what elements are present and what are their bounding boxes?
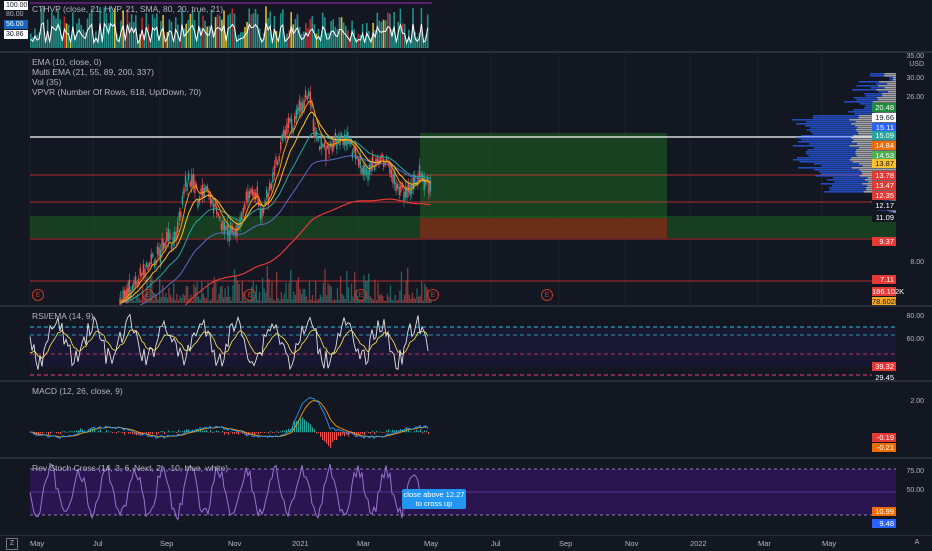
price-tag: 12.35 (872, 191, 896, 200)
stoch-d-tag: 9.48 (872, 519, 896, 528)
price-tag: 13.78 (872, 171, 896, 180)
time-label: Jul (491, 539, 501, 548)
earnings-marker[interactable]: E (32, 289, 44, 301)
earnings-marker[interactable]: E (142, 289, 154, 301)
legend-ema[interactable]: EMA (10, close, 0) (32, 57, 201, 67)
target-zone (420, 133, 667, 218)
time-axis[interactable]: May Jul Sep Nov 2021 Mar May Jul Sep Nov… (0, 535, 932, 551)
earnings-marker[interactable]: E (541, 289, 553, 301)
rsi-legend[interactable]: RSI/EMA (14, 9) (32, 311, 93, 321)
time-label: Sep (559, 539, 572, 548)
stoch-k-tag: 10.99 (872, 507, 896, 516)
macd-signal-tag: -0.21 (872, 443, 896, 452)
hvp-pane: CTHVP (close, 21, HVP, 21, SMA, 80, 20, … (0, 0, 932, 51)
stoch-tick-50: 50.00 (906, 487, 924, 494)
price-pane[interactable]: EMA (10, close, 0) Multi EMA (21, 55, 89… (0, 53, 932, 305)
price-tag: 186.102K (872, 287, 896, 296)
time-label: Sep (160, 539, 173, 548)
legend-vpvr[interactable]: VPVR (Number Of Rows, 618, Up/Down, 70) (32, 87, 201, 97)
price-tick-26: 26.00 (906, 94, 924, 101)
rsi-value-tag: 39.32 (872, 362, 896, 371)
zoom-icon[interactable]: Z (6, 538, 18, 550)
macd-tick-2: 2.00 (910, 398, 924, 405)
hvp-scale-30: 30.86 (4, 30, 28, 39)
price-tag: 20.48 (872, 103, 896, 112)
price-tag: 19.66 (872, 113, 896, 122)
price-legend: EMA (10, close, 0) Multi EMA (21, 55, 89… (32, 57, 201, 97)
auto-scale-icon[interactable]: A (912, 538, 922, 548)
time-label: 2022 (690, 539, 707, 548)
hvp-scale-80: 80.00 (4, 10, 28, 19)
hvp-scale-56: 56.00 (4, 20, 28, 29)
price-tick-35: 35.00 (906, 53, 924, 60)
earnings-marker[interactable]: E (355, 289, 367, 301)
price-currency: USD (909, 61, 924, 68)
rsi-tick-60: 60.00 (906, 336, 924, 343)
price-tag: 13.47 (872, 181, 896, 190)
time-label: Mar (357, 539, 370, 548)
earnings-marker[interactable]: E (427, 289, 439, 301)
time-label: Mar (758, 539, 771, 548)
macd-line-tag: -0.19 (872, 433, 896, 442)
macd-chart[interactable] (0, 382, 932, 457)
stoch-tick-75: 75.00 (906, 468, 924, 475)
price-tag: 7.11 (872, 275, 896, 284)
time-label: May (424, 539, 438, 548)
price-tag: 14.84 (872, 141, 896, 150)
macd-pane[interactable]: MACD (12, 26, close, 9) 2.00 -0.19 -0.21 (0, 382, 932, 457)
tooltip-line: close above 12.27 (402, 490, 466, 499)
time-label: 2021 (292, 539, 309, 548)
legend-multi-ema[interactable]: Multi EMA (21, 55, 89, 200, 337) (32, 67, 201, 77)
price-tick-30: 30.00 (906, 75, 924, 82)
time-label: Nov (228, 539, 241, 548)
macd-legend[interactable]: MACD (12, 26, close, 9) (32, 386, 123, 396)
stoch-pane[interactable]: Rev Stoch Cross (14, 3, 6, Next, 2, , 10… (0, 459, 932, 535)
time-label: Nov (625, 539, 638, 548)
rsi-chart[interactable] (0, 307, 932, 380)
price-tag: 9.37 (872, 237, 896, 246)
stoch-legend[interactable]: Rev Stoch Cross (14, 3, 6, Next, 2, , 10… (32, 463, 228, 473)
tooltip-line: to cross up (402, 499, 466, 508)
price-tick-8: 8.00 (910, 259, 924, 266)
legend-vol[interactable]: Vol (35) (32, 77, 201, 87)
price-tag: 12.17 (872, 201, 896, 210)
price-tag: 15.09 (872, 131, 896, 140)
price-tag: 11.09 (872, 213, 896, 222)
time-label: May (30, 539, 44, 548)
time-label: May (822, 539, 836, 548)
rsi-pane[interactable]: RSI/EMA (14, 9) 80.00 60.00 39.32 29.45 (0, 307, 932, 380)
price-tag: 13.87 (872, 159, 896, 168)
earnings-marker[interactable]: E (244, 289, 256, 301)
stop-zone (420, 218, 667, 238)
hvp-legend: CTHVP (close, 21, HVP, 21, SMA, 80, 20, … (32, 4, 223, 14)
time-label: Jul (93, 539, 103, 548)
hvp-scale-100: 100.00 (4, 1, 28, 10)
rsi-tick-80: 80.00 (906, 313, 924, 320)
cross-tooltip[interactable]: close above 12.27 to cross up (402, 489, 466, 509)
